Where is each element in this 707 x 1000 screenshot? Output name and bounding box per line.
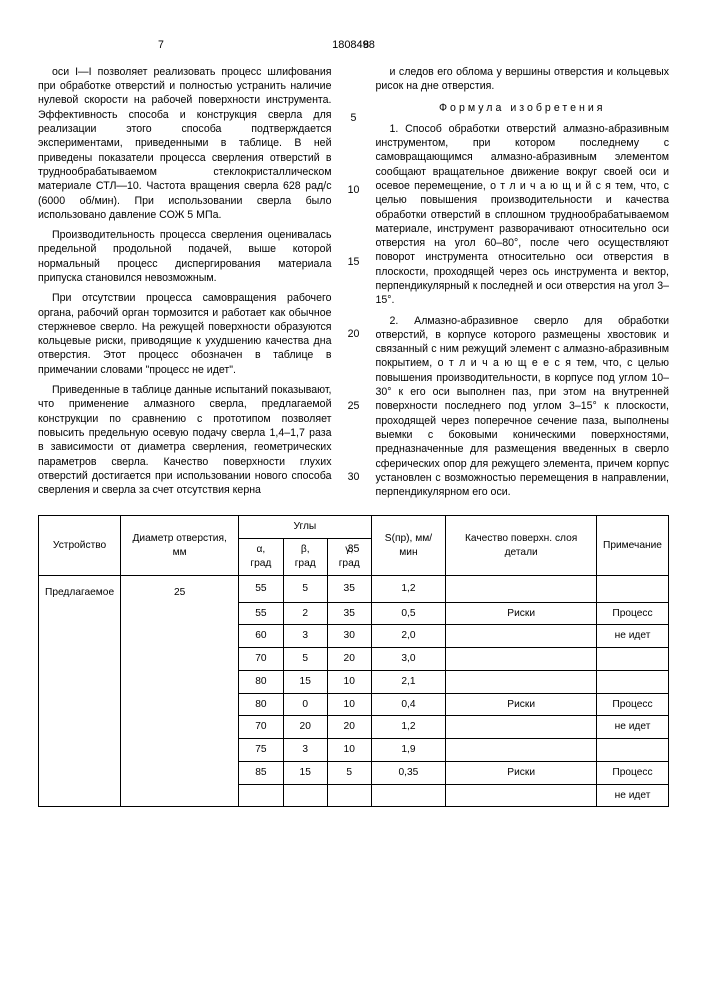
cell: 55 (239, 575, 283, 602)
line-number-gutter: 5 10 15 20 25 30 35 (346, 65, 362, 506)
table-body: Предлагаемое 25 55 5 35 1,2 552350,5Риск… (39, 575, 669, 807)
th-beta: β, град (283, 539, 327, 576)
right-p2: 1. Способ обработки отверстий алмазно-аб… (376, 122, 670, 308)
cell (596, 575, 668, 602)
line-marker: 30 (346, 470, 362, 484)
cell: 1,2 (371, 575, 446, 602)
page-header: 7 1808498 8 (38, 38, 669, 53)
table-row: Предлагаемое 25 55 5 35 1,2 (39, 575, 669, 602)
cell-device: Предлагаемое (39, 575, 121, 807)
line-marker: 10 (346, 183, 362, 197)
line-marker: 15 (346, 255, 362, 269)
page-number-right: 8 (363, 38, 369, 52)
right-p3: 2. Алмазно-абразивное сверло для обработ… (376, 314, 670, 500)
left-p3: При отсутствии процесса самовращения раб… (38, 291, 332, 377)
line-marker: 25 (346, 399, 362, 413)
left-p4: Приведенные в таблице данные испытаний п… (38, 383, 332, 497)
th-note: Примечание (596, 516, 668, 575)
cell: 35 (327, 575, 371, 602)
page-number-left: 7 (158, 38, 164, 52)
line-marker: 35 (346, 542, 362, 556)
formula-title: Формула изобретения (376, 101, 670, 115)
left-p1: оси I—I позволяет реализовать процесс шл… (38, 65, 332, 222)
th-angles: Углы (239, 516, 371, 539)
th-device: Устройство (39, 516, 121, 575)
data-table: Устройство Диаметр отверстия, мм Углы S(… (38, 515, 669, 807)
cell-diameter: 25 (121, 575, 239, 807)
th-quality: Качество поверхн. слоя детали (446, 516, 597, 575)
cell (446, 575, 597, 602)
left-p2: Производительность процесса сверления оц… (38, 228, 332, 285)
left-column: оси I—I позволяет реализовать процесс шл… (38, 65, 332, 506)
right-column: и следов его облома у вершины отверстия … (376, 65, 670, 506)
line-marker: 5 (346, 111, 362, 125)
th-s: S(пр), мм/мин (371, 516, 446, 575)
right-p1: и следов его облома у вершины отверстия … (376, 65, 670, 94)
th-alpha: α, град (239, 539, 283, 576)
cell: 5 (283, 575, 327, 602)
line-marker: 20 (346, 327, 362, 341)
text-columns: оси I—I позволяет реализовать процесс шл… (38, 65, 669, 506)
th-diameter: Диаметр отверстия, мм (121, 516, 239, 575)
